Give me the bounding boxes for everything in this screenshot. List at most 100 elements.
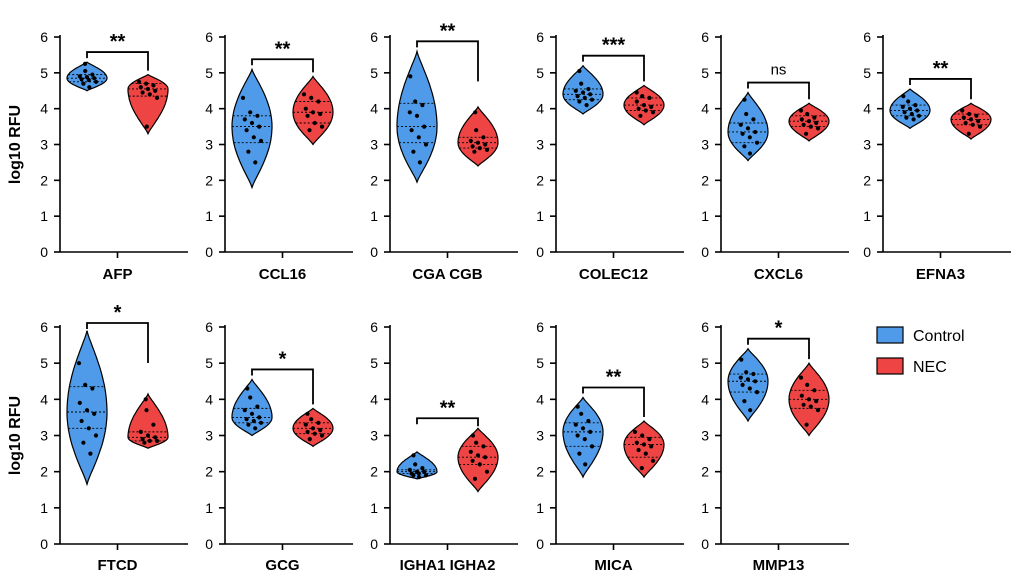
data-point — [798, 375, 804, 380]
significance-label: ** — [275, 38, 291, 60]
data-point — [814, 120, 819, 126]
data-point — [473, 110, 478, 115]
data-point — [579, 411, 584, 416]
y-tick-label: 4 — [40, 391, 48, 407]
y-tick-label: 3 — [40, 428, 48, 444]
data-point — [483, 142, 488, 147]
data-point — [407, 467, 412, 472]
significance-bracket — [582, 54, 645, 82]
data-point — [649, 444, 654, 449]
data-point — [474, 128, 479, 133]
significance-bracket — [416, 417, 479, 427]
data-point — [916, 113, 922, 118]
legend-swatch-nec — [876, 357, 904, 375]
data-point — [240, 95, 246, 100]
y-tick-label: 0 — [701, 244, 709, 260]
data-point — [636, 106, 641, 111]
data-point — [413, 462, 418, 467]
data-point — [138, 429, 143, 434]
data-point — [154, 95, 160, 100]
significance-bracket — [251, 368, 314, 405]
data-point — [580, 90, 586, 95]
y-tick-label: 2 — [701, 464, 709, 480]
data-point — [634, 99, 639, 104]
data-point — [244, 417, 249, 422]
data-point — [144, 81, 149, 86]
significance-bracket — [416, 40, 479, 82]
data-point — [740, 382, 745, 387]
data-point — [316, 420, 321, 425]
data-point — [744, 370, 749, 375]
significance-label: ** — [606, 367, 622, 389]
category-label: GCG — [265, 557, 299, 574]
significance-label: ** — [440, 20, 456, 42]
violin-nec — [127, 392, 169, 449]
y-tick-label: 3 — [205, 137, 213, 153]
data-point — [751, 117, 756, 122]
data-point — [305, 429, 310, 434]
y-tick-label: 2 — [205, 172, 213, 188]
data-point — [147, 92, 152, 97]
y-tick-label: 5 — [701, 65, 709, 81]
y-tick-label: 0 — [536, 244, 544, 260]
data-point — [643, 108, 648, 113]
y-tick-label: 6 — [863, 29, 871, 45]
data-point — [154, 438, 160, 443]
data-point — [144, 124, 149, 129]
category-label: CGA CGB — [412, 266, 482, 283]
y-tick-label: 4 — [701, 101, 709, 117]
y-tick-label: 2 — [536, 172, 544, 188]
data-point — [801, 402, 806, 407]
data-point — [742, 97, 747, 102]
y-tick-label: 6 — [40, 29, 48, 45]
data-point — [650, 110, 656, 115]
y-tick-label: 3 — [863, 137, 871, 153]
data-point — [588, 92, 593, 97]
violin-control — [231, 378, 273, 437]
data-point — [138, 85, 143, 90]
y-tick-label: 3 — [536, 137, 544, 153]
data-point — [303, 422, 308, 427]
y-tick-label: 4 — [205, 391, 213, 407]
data-point — [242, 408, 247, 413]
category-label: EFNA3 — [916, 266, 965, 283]
data-point — [814, 399, 819, 404]
data-point — [76, 361, 82, 366]
data-point — [577, 451, 582, 456]
category-label: CCL16 — [259, 266, 307, 283]
data-point — [799, 393, 804, 398]
data-point — [307, 437, 312, 442]
y-tick-label: 1 — [536, 500, 544, 516]
violin-nec — [457, 427, 499, 493]
y-tick-label: 2 — [370, 464, 378, 480]
y-tick-label: 6 — [370, 29, 378, 45]
data-point — [907, 106, 913, 111]
data-point — [145, 86, 151, 92]
y-axis-title: log10 RFU — [7, 105, 24, 184]
significance-label: * — [114, 302, 122, 324]
panel-cxcl6: 0 1 2 3 4 5 6 CXCL6 ns — [701, 29, 849, 283]
data-point — [316, 99, 321, 104]
y-tick-label: 5 — [701, 355, 709, 371]
y-axis-title: log10 RFU — [7, 396, 24, 475]
data-point — [968, 117, 974, 122]
data-point — [584, 103, 589, 108]
y-tick-label: 5 — [40, 65, 48, 81]
data-point — [974, 113, 979, 118]
data-point — [575, 94, 580, 99]
significance-label: * — [775, 318, 783, 340]
data-point — [575, 404, 580, 409]
data-point — [140, 437, 145, 442]
data-point — [312, 120, 317, 126]
y-tick-label: 6 — [701, 29, 709, 45]
data-point — [586, 418, 591, 424]
data-point — [577, 99, 582, 104]
y-tick-label: 4 — [205, 101, 213, 117]
y-tick-label: 0 — [205, 536, 213, 552]
data-point — [806, 119, 812, 124]
y-tick-label: 6 — [40, 319, 48, 335]
data-point — [484, 469, 490, 474]
data-point — [472, 476, 478, 481]
data-point — [411, 149, 416, 154]
data-point — [411, 473, 416, 478]
